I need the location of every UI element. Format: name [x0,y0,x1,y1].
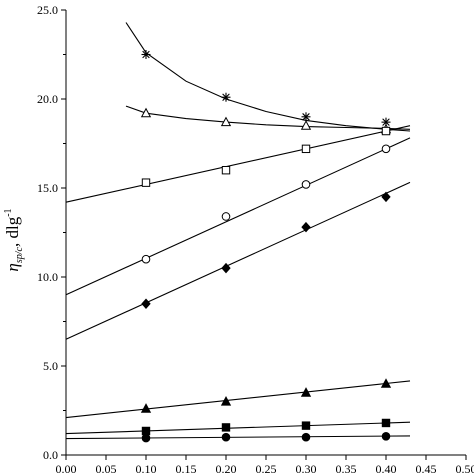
marker-open-triangle [220,116,232,127]
x-tick-label: 0.50 [456,462,474,474]
x-tick-label: 0.15 [176,462,197,474]
marker-filled-square [141,426,151,436]
x-tick-label: 0.45 [416,462,437,474]
x-tick-label: 0.30 [296,462,317,474]
marker-open-triangle [140,107,152,118]
fit-line-filled-square [65,421,411,435]
marker-filled-diamond [141,298,151,309]
x-tick-label: 0.00 [56,462,77,474]
marker-filled-circle [301,432,311,442]
y-axis-label-subscript: sp/c [14,247,26,264]
marker-open-circle [141,254,151,264]
x-tick-label: 0.20 [216,462,237,474]
y-axis-label-symbol: η [2,263,22,272]
marker-open-square [221,166,231,175]
marker-filled-circle [141,433,151,443]
x-tick-label: 0.10 [136,462,157,474]
marker-filled-circle [381,432,391,441]
y-tick-label: 0.0 [43,448,58,462]
y-axis-label-unit: , dlg [2,216,22,248]
data-points [140,50,392,443]
fit-line-open-circle [65,137,411,296]
marker-filled-triangle [140,403,152,413]
fit-line-asterisk [125,22,411,132]
marker-open-square [301,144,311,154]
marker-filled-square [381,418,391,428]
fit-line-open-triangle [125,105,411,130]
y-tick-label: 5.0 [43,359,58,373]
x-tick-label: 0.35 [336,462,357,474]
fit-lines [65,22,411,440]
marker-filled-triangle [380,378,392,388]
marker-asterisk [221,92,231,102]
y-axis-label: ηsp/c, dlg-1 [3,208,25,271]
marker-open-square [141,178,151,187]
y-tick-label: 15.0 [37,181,58,195]
asterisk-stroke [222,93,230,101]
fit-line-filled-diamond [65,181,411,340]
marker-open-triangle [300,120,312,130]
axes: 0.0 5.0 10.0 15.0 20.0 25.0 0.00 0.05 0.10 0.15 0.… [37,3,474,474]
marker-open-circle [301,180,311,189]
marker-filled-diamond [301,221,311,233]
marker-filled-circle [221,432,231,442]
y-tick-label: 10.0 [37,270,58,284]
y-axis-label-superscript: -1 [3,208,15,217]
marker-filled-diamond [221,262,231,274]
marker-filled-triangle [220,396,232,406]
marker-open-circle [381,144,391,154]
fit-line-filled-triangle [65,380,411,419]
marker-asterisk [301,112,311,122]
x-tick-label: 0.05 [96,462,117,474]
marker-filled-square [301,421,311,430]
asterisk-stroke [382,118,390,126]
x-tick-label: 0.25 [256,462,277,474]
marker-open-circle [221,212,231,221]
y-tick-label: 25.0 [37,3,58,17]
asterisk-stroke [142,50,150,59]
x-tick-label: 0.40 [376,462,397,474]
fit-line-open-square [65,125,411,203]
marker-filled-triangle [300,387,312,397]
asterisk-stroke [302,113,310,121]
marker-filled-diamond [381,191,391,203]
marker-asterisk [141,50,151,59]
marker-filled-square [221,423,231,432]
fit-line-filled-circle [65,435,411,440]
y-tick-label: 20.0 [37,92,58,106]
marker-open-square [381,126,391,136]
